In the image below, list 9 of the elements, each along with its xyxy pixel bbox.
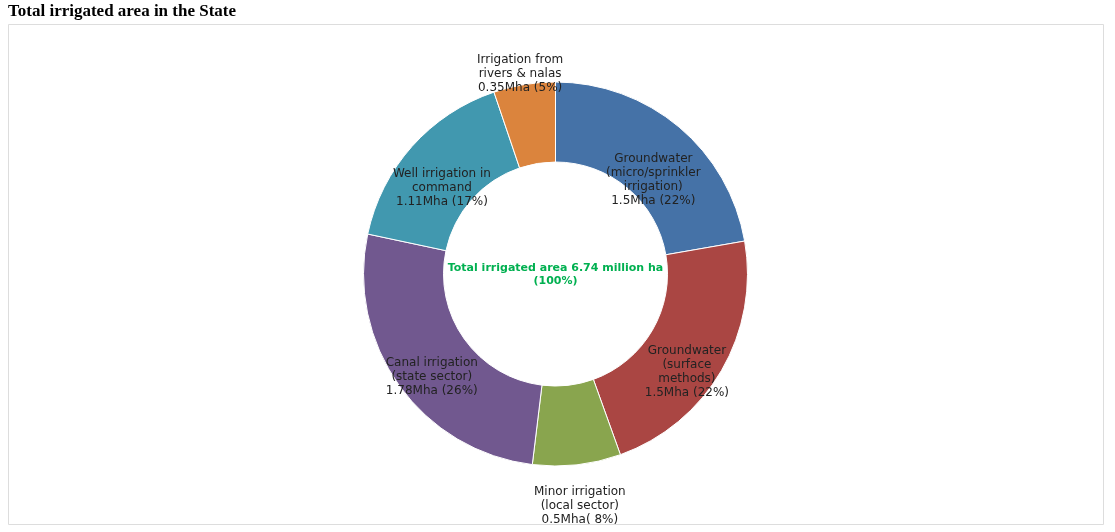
slice-label: Minor irrigation (local sector) (534, 483, 626, 512)
slice-label: Irrigation from rivers & nalas (476, 51, 564, 80)
slice-label: Well irrigation in command (392, 165, 491, 194)
slice-label: Canal irrigation (state sector) (385, 355, 478, 384)
text: Total irrigated area in the State (8, 1, 237, 20)
slice-label: Groundwater (micro/sprinkler irrigation) (605, 150, 701, 193)
slice-label: Groundwater (surface methods) (647, 343, 727, 386)
data-label: 0.5Mha( 8%) (541, 511, 619, 526)
text: Total irrigated area 6.74 million ha (100%) (447, 261, 664, 287)
